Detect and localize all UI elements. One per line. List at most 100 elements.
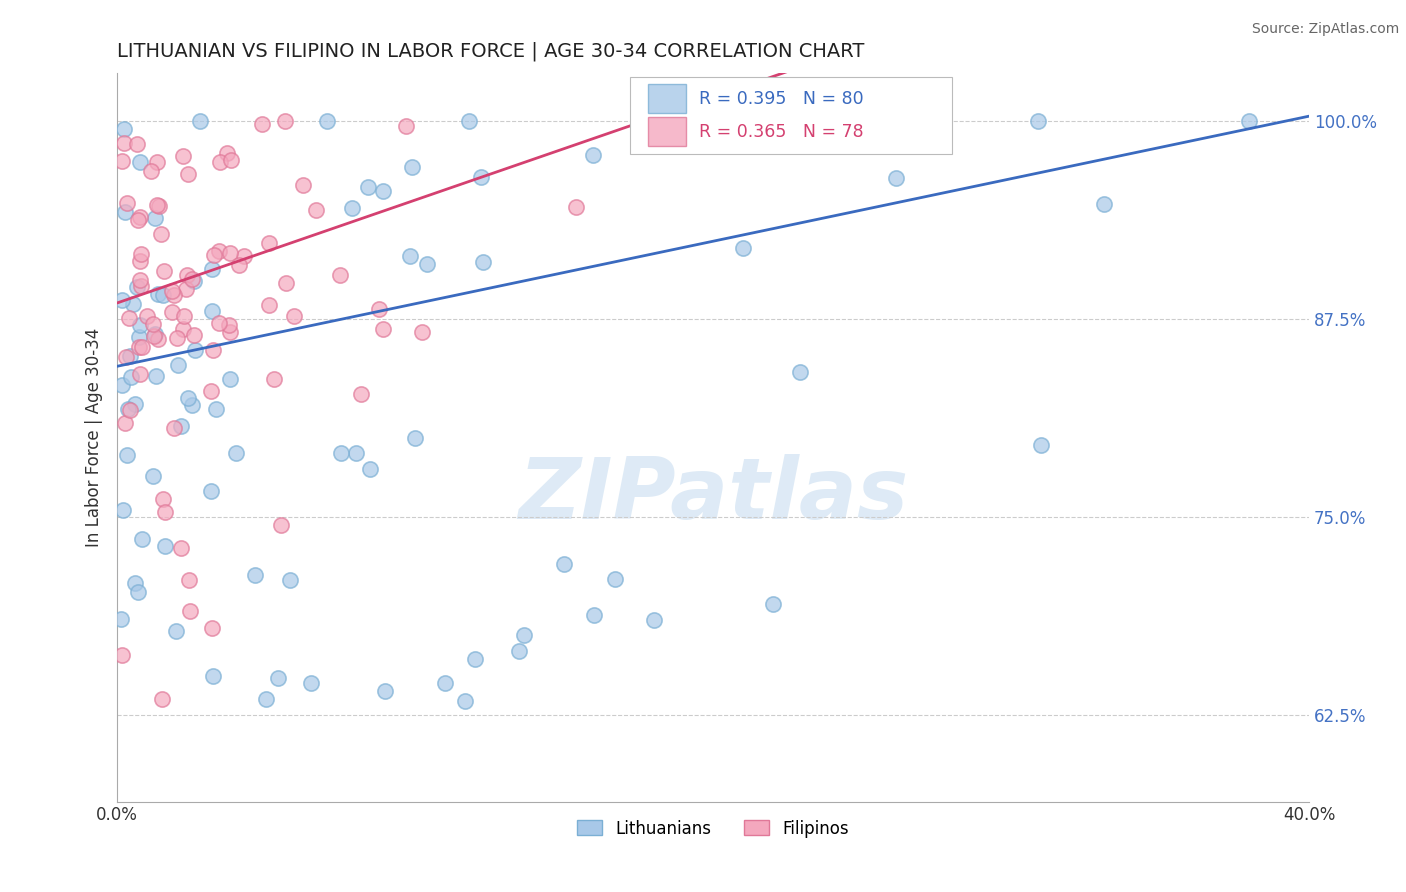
Point xyxy=(233,249,256,263)
Point xyxy=(112,122,135,136)
Point xyxy=(329,446,352,460)
Point xyxy=(115,351,138,365)
Point xyxy=(188,114,211,128)
Point xyxy=(371,322,394,336)
Point xyxy=(111,293,134,307)
Point xyxy=(174,282,197,296)
Point xyxy=(1092,196,1115,211)
Point xyxy=(208,244,231,258)
Point xyxy=(316,114,339,128)
Point xyxy=(200,483,222,498)
Point xyxy=(471,255,494,269)
Point xyxy=(274,114,297,128)
Y-axis label: In Labor Force | Age 30-34: In Labor Force | Age 30-34 xyxy=(86,328,103,547)
Point xyxy=(512,628,534,642)
Point xyxy=(219,153,242,167)
Point xyxy=(464,652,486,666)
Point xyxy=(508,644,530,658)
Point xyxy=(145,154,167,169)
Point xyxy=(1029,438,1052,452)
Point xyxy=(142,318,165,332)
Point xyxy=(1028,114,1050,128)
Point xyxy=(117,402,139,417)
Point xyxy=(170,541,193,555)
Point xyxy=(359,462,381,476)
Point xyxy=(148,199,170,213)
Point xyxy=(114,417,136,431)
Point xyxy=(135,309,157,323)
Point xyxy=(129,247,152,261)
Point xyxy=(127,213,149,227)
Legend: Lithuanians, Filipinos: Lithuanians, Filipinos xyxy=(571,813,856,844)
Point xyxy=(148,287,170,301)
Text: R = 0.365   N = 78: R = 0.365 N = 78 xyxy=(699,123,863,141)
Point xyxy=(228,258,250,272)
Point xyxy=(143,211,166,226)
Point xyxy=(219,372,242,386)
Point xyxy=(114,205,136,219)
Point xyxy=(131,340,153,354)
Point xyxy=(183,274,205,288)
Point xyxy=(259,236,281,251)
Point xyxy=(129,318,152,332)
FancyBboxPatch shape xyxy=(630,77,952,153)
Point xyxy=(291,178,314,192)
Point xyxy=(110,612,132,626)
Text: R = 0.395   N = 80: R = 0.395 N = 80 xyxy=(699,90,863,108)
Point xyxy=(329,268,352,282)
Point xyxy=(603,572,626,586)
Point xyxy=(643,613,665,627)
Point xyxy=(305,202,328,217)
Point xyxy=(111,377,134,392)
Point xyxy=(283,309,305,323)
Point xyxy=(111,648,134,662)
Point xyxy=(128,341,150,355)
Point xyxy=(250,117,273,131)
Text: LITHUANIAN VS FILIPINO IN LABOR FORCE | AGE 30-34 CORRELATION CHART: LITHUANIAN VS FILIPINO IN LABOR FORCE | … xyxy=(117,42,865,62)
Point xyxy=(731,241,754,255)
Point xyxy=(127,137,149,152)
Point xyxy=(565,200,588,214)
Point xyxy=(398,249,420,263)
Point xyxy=(404,430,426,444)
Point xyxy=(340,201,363,215)
Point xyxy=(789,365,811,379)
Point xyxy=(120,369,142,384)
Point xyxy=(152,288,174,302)
Point xyxy=(274,276,297,290)
Point xyxy=(633,114,655,128)
Point xyxy=(124,397,146,411)
Point xyxy=(433,676,456,690)
Point xyxy=(266,671,288,685)
Text: ZIPatlas: ZIPatlas xyxy=(517,454,908,537)
Point xyxy=(219,246,242,260)
Point xyxy=(416,258,439,272)
Point xyxy=(139,164,162,178)
Point xyxy=(176,268,198,282)
Point xyxy=(762,597,785,611)
Point xyxy=(257,298,280,312)
Point xyxy=(215,146,238,161)
Point xyxy=(884,170,907,185)
Point xyxy=(149,227,172,241)
Point xyxy=(254,691,277,706)
Point xyxy=(184,343,207,358)
Point xyxy=(411,325,433,339)
Point xyxy=(172,322,194,336)
Point xyxy=(173,309,195,323)
Point xyxy=(128,273,150,287)
Point xyxy=(583,608,606,623)
Point xyxy=(112,502,135,516)
Point xyxy=(115,448,138,462)
Point xyxy=(166,331,188,345)
Point xyxy=(177,391,200,405)
Point xyxy=(218,318,240,332)
Point xyxy=(582,148,605,162)
Point xyxy=(201,261,224,276)
Point xyxy=(401,161,423,175)
Point xyxy=(153,539,176,553)
Point xyxy=(142,329,165,343)
Point xyxy=(150,691,173,706)
Point xyxy=(172,149,194,163)
Point xyxy=(218,325,240,339)
